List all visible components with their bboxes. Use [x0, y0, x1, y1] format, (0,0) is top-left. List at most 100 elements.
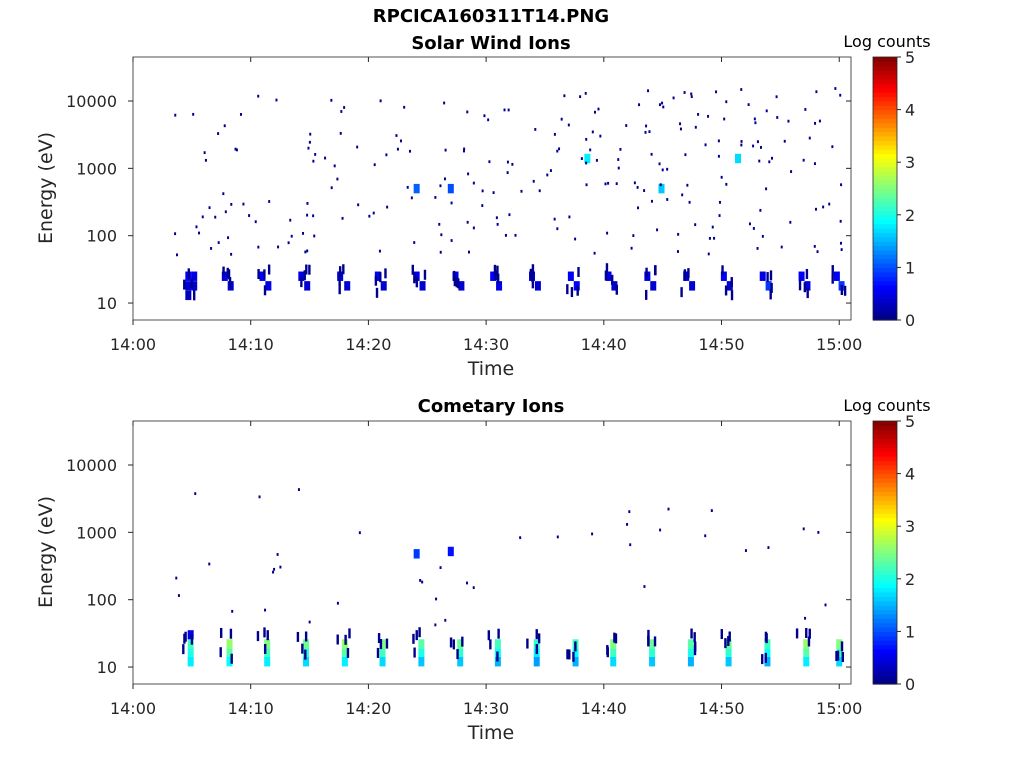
noise-point [666, 198, 669, 201]
noise-point [759, 146, 762, 149]
noise-point [495, 216, 498, 220]
noise-point [306, 202, 309, 205]
noise-point [506, 171, 509, 174]
sweep-pixel [535, 629, 538, 640]
colorbar-segment [873, 258, 897, 264]
sweep-pixel [535, 644, 539, 655]
sweep-pixel [496, 265, 499, 276]
noise-point [419, 579, 422, 582]
sweep-pixel [604, 270, 608, 281]
colorbar-segment [873, 70, 897, 76]
sweep-pixel [263, 269, 266, 280]
noise-point [628, 510, 631, 514]
colorbar-segment [873, 315, 897, 321]
heatmap-cell [191, 281, 198, 291]
sweep-pixel [415, 277, 419, 288]
noise-point [297, 488, 300, 491]
noise-point [336, 177, 339, 181]
x-tick-label: 14:50 [698, 335, 744, 354]
noise-point [403, 105, 406, 109]
noise-point [626, 522, 629, 526]
heatmap-cell [572, 656, 579, 667]
noise-point [174, 232, 177, 236]
colorbar-segment [873, 162, 897, 168]
heatmap-cell [447, 183, 454, 194]
noise-point [309, 132, 312, 136]
noise-point [313, 234, 316, 238]
noise-point [567, 123, 570, 127]
noise-point [694, 125, 697, 129]
y-tick-label: 10 [97, 658, 117, 677]
heatmap-cell [341, 656, 348, 667]
heatmap-cell [833, 271, 840, 281]
noise-point [599, 134, 602, 138]
sweep-pixel [724, 285, 728, 296]
noise-point [584, 91, 587, 95]
noise-point [217, 132, 220, 135]
sweep-pixel [566, 649, 569, 660]
noise-point [421, 580, 424, 584]
noise-point [752, 227, 755, 230]
noise-point [822, 205, 825, 209]
colorbar-segment [873, 473, 897, 479]
sweep-pixel [808, 628, 811, 639]
colorbar-segment [873, 425, 897, 431]
colorbar-segment [873, 526, 897, 532]
noise-point [747, 103, 750, 107]
noise-point [194, 492, 197, 496]
noise-point [813, 162, 816, 166]
colorbar-segment [873, 219, 897, 225]
noise-point [740, 143, 743, 147]
heatmap-cell [419, 281, 426, 291]
noise-point [688, 200, 691, 204]
sweep-pixel [184, 631, 187, 642]
noise-point [632, 234, 635, 237]
heatmap-cell [725, 656, 732, 667]
colorbar-segment [873, 556, 897, 562]
noise-point [439, 184, 442, 188]
noise-point [466, 220, 469, 224]
sweep-pixel [529, 268, 533, 279]
colorbar-segment [873, 451, 897, 457]
noise-point [222, 192, 225, 196]
sweep-pixel [413, 273, 416, 284]
heatmap-cell [610, 656, 617, 667]
heatmap-cell [610, 648, 617, 659]
sweep-pixel [570, 287, 574, 298]
noise-point [177, 594, 180, 597]
sweep-pixel [574, 641, 577, 652]
noise-point [563, 94, 566, 98]
heatmap-cell [836, 648, 843, 659]
sweep-pixel [494, 270, 497, 281]
noise-point [264, 608, 267, 612]
noise-point [740, 88, 743, 91]
noise-point [783, 139, 786, 143]
noise-point [224, 210, 227, 214]
noise-point [579, 95, 582, 99]
noise-point [538, 189, 541, 193]
noise-point [356, 145, 359, 149]
noise-point [813, 244, 816, 248]
sweep-pixel [537, 633, 541, 644]
heatmap-cell [687, 639, 694, 649]
sweep-pixel [496, 273, 500, 284]
sweep-pixel [384, 268, 387, 279]
colorbar-segment [873, 486, 897, 492]
x-tick-label: 14:10 [228, 335, 274, 354]
heatmap-cell [418, 639, 425, 649]
noise-point [593, 251, 596, 255]
noise-point [195, 225, 198, 229]
noise-point [289, 218, 292, 222]
sweep-pixel [606, 647, 609, 658]
noise-point [593, 110, 596, 114]
noise-point [230, 252, 233, 256]
sweep-pixel [344, 634, 347, 645]
colorbar-segment [873, 241, 897, 247]
noise-point [481, 189, 484, 193]
colorbar-segment [873, 232, 897, 238]
sweep-pixel [769, 270, 773, 281]
noise-point [275, 98, 278, 102]
cometary-panel: Cometary Ions 14:00 14:10 14:20 14:30 14:40 1… [35, 396, 931, 744]
heatmap-cell [418, 648, 425, 659]
noise-point [438, 222, 441, 226]
